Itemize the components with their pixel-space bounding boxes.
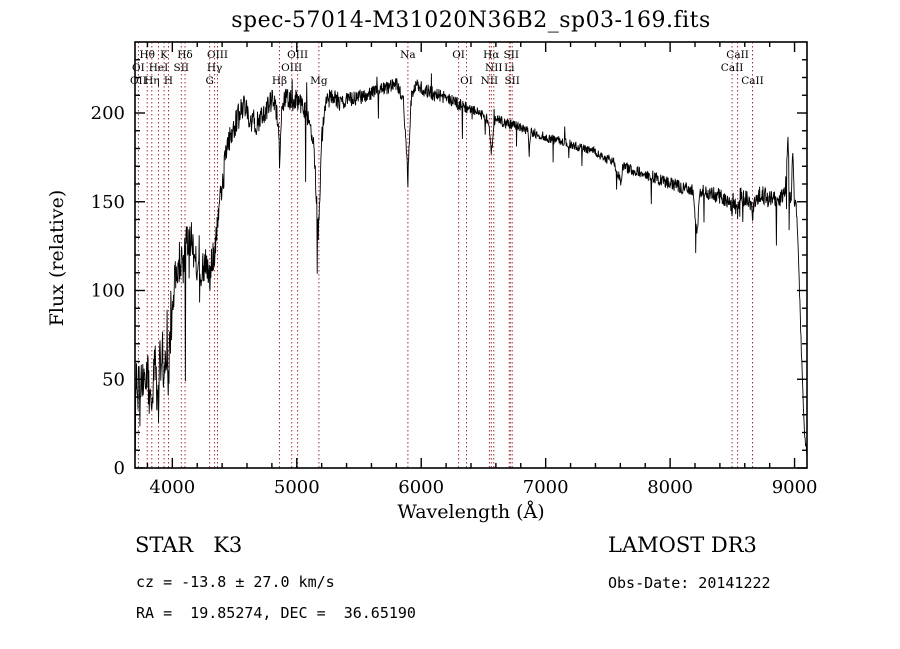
spectral-line-label: OIII <box>287 49 308 61</box>
ra-dec: RA = 19.85274, DEC = 36.65190 <box>136 604 416 622</box>
spectral-line-label: OIII <box>281 62 302 74</box>
spectral-line-label: Mg <box>310 75 328 87</box>
spectral-line-label: OII <box>130 75 147 87</box>
spectral-line-label: K <box>160 49 168 61</box>
spectral-line-label: CaII <box>741 75 764 87</box>
spectral-line-label: Hθ <box>139 49 154 61</box>
spectrum-path-group <box>134 73 808 458</box>
spectral-line-label: OI <box>132 62 145 74</box>
obs-date: Obs-Date: 20141222 <box>608 574 771 592</box>
plot-frame <box>134 41 808 469</box>
spectral-line-label: SII <box>174 62 190 74</box>
spectral-line-label: NII <box>485 62 502 74</box>
cz-value: cz = -13.8 ± 27.0 km/s <box>136 573 335 591</box>
y-tick-label: 0 <box>114 458 125 479</box>
spectral-line-label: SII <box>504 49 520 61</box>
spectral-line-label: OIII <box>207 49 228 61</box>
spectral-line-label: NII <box>481 75 498 87</box>
spectral-line-label: H <box>164 75 173 87</box>
y-tick-label: 100 <box>91 281 125 302</box>
spectral-line-label: SII <box>504 75 520 87</box>
spectral-line-label: G <box>206 75 214 87</box>
x-tick-label: 8000 <box>647 477 693 498</box>
spectral-line-label: OI <box>452 49 465 61</box>
object-class-label: STAR K3 <box>135 533 243 557</box>
y-axis-label: Flux (relative) <box>46 189 68 327</box>
axes-group <box>134 41 808 469</box>
x-tick-label: 7000 <box>523 477 569 498</box>
y-tick-label: 150 <box>91 192 125 213</box>
spectral-line-label: Li <box>504 62 515 74</box>
x-axis-label: Wavelength (Å) <box>397 501 545 523</box>
spectrum-line <box>134 73 808 458</box>
spectral-line-label: HeI <box>149 62 169 74</box>
y-tick-label: 50 <box>102 369 125 390</box>
spectral-line-label: Hγ <box>207 62 222 74</box>
x-tick-label: 9000 <box>772 477 818 498</box>
vlines-group <box>137 42 753 468</box>
spectral-line-label: OI <box>460 75 473 87</box>
spectral-line-label: Na <box>400 49 415 61</box>
tick-labels-group: 4000 5000 6000 7000 8000 9000 0 50 100 150 200 <box>91 103 818 498</box>
survey-label: LAMOST DR3 <box>608 533 757 557</box>
y-tick-label: 200 <box>91 103 125 124</box>
plot-title: spec-57014-M31020N36B2_sp03-169.fits <box>231 8 711 33</box>
spectral-line-label: Hβ <box>272 75 287 87</box>
spectral-line-label: Hδ <box>177 49 192 61</box>
spectral-line-label: Hη <box>144 75 159 87</box>
spectral-line-label: Hα <box>483 49 499 61</box>
spectral-line-label: CaII <box>726 49 749 61</box>
x-tick-label: 4000 <box>149 477 195 498</box>
spectral-line-label: CaII <box>721 62 744 74</box>
x-tick-label: 6000 <box>398 477 444 498</box>
x-tick-label: 5000 <box>274 477 320 498</box>
